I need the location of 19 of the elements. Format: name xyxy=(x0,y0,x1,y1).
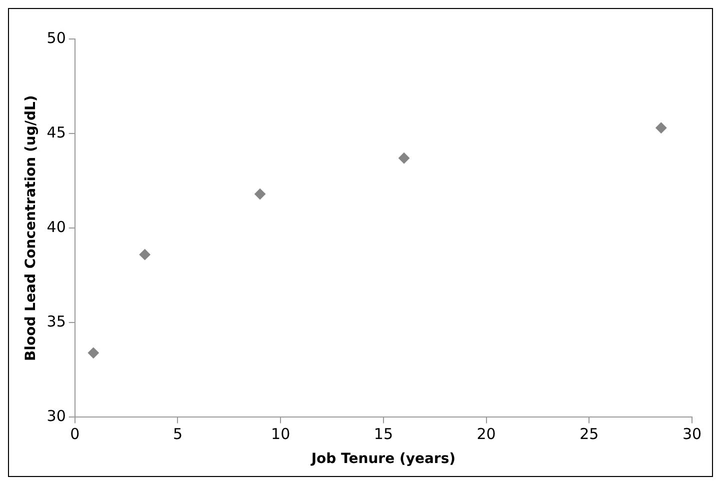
point xyxy=(88,347,99,358)
y-tick-label: 30 xyxy=(46,407,66,426)
x-axis-title: Job Tenure (years) xyxy=(310,451,456,468)
x-tick-label: 15 xyxy=(374,425,393,444)
x-tick-label: 10 xyxy=(271,425,290,444)
y-tick-label: 45 xyxy=(46,123,66,142)
x-tick-label: 25 xyxy=(580,425,599,444)
y-tick-label: 40 xyxy=(46,218,66,236)
x-tick-label: 5 xyxy=(172,425,183,444)
x-tick-label: 0 xyxy=(70,425,80,444)
x-tick-label: 30 xyxy=(682,425,702,444)
y-axis-title: Blood Lead Concentration (ug/dL) xyxy=(23,95,40,362)
point xyxy=(398,152,410,164)
x-tick-label: 20 xyxy=(476,425,496,444)
point xyxy=(254,188,266,200)
y-tick-label: 35 xyxy=(46,312,66,331)
y-tick-label: 50 xyxy=(46,28,66,47)
point xyxy=(139,249,150,260)
point xyxy=(656,122,667,134)
